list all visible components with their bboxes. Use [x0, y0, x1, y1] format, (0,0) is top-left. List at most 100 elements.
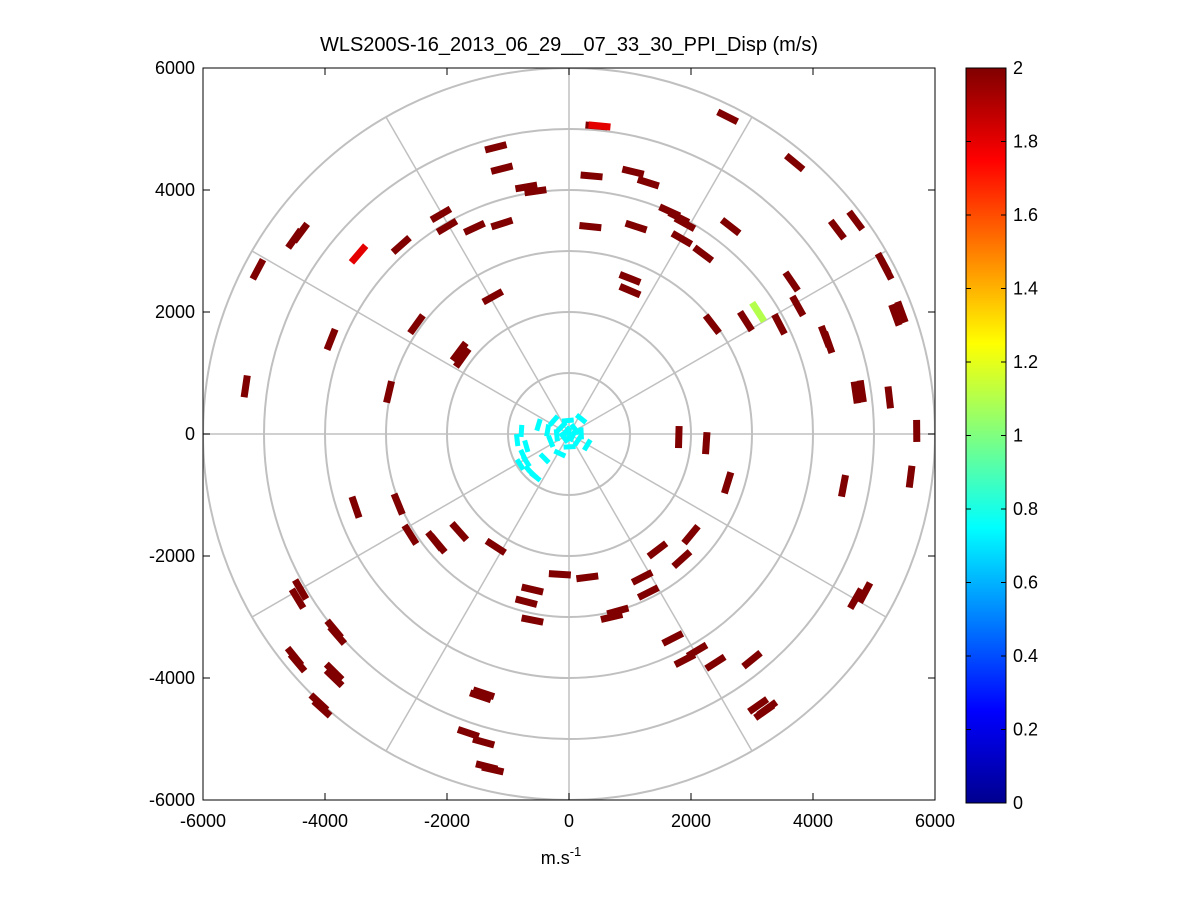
data-point: [435, 218, 459, 236]
data-point: [588, 121, 611, 131]
data-point: [621, 165, 645, 178]
data-point: [481, 288, 505, 306]
x-tick-label: -6000: [180, 811, 226, 831]
data-point: [428, 533, 448, 555]
data-point: [673, 215, 697, 232]
data-point: [520, 614, 544, 626]
data-point: [429, 205, 453, 223]
data-point: [673, 651, 697, 668]
data-point: [514, 458, 526, 471]
data-point: [548, 570, 572, 579]
data-point: [894, 300, 909, 324]
data-layer: [240, 108, 921, 776]
data-point: [449, 340, 469, 363]
y-tick-label: -6000: [149, 790, 195, 810]
data-point: [311, 698, 333, 719]
data-point: [674, 425, 683, 449]
data-point: [702, 431, 711, 455]
data-point: [580, 171, 603, 181]
data-point: [292, 578, 310, 601]
colorbar-tick-label: 0.8: [1013, 499, 1038, 519]
y-tick-label: -4000: [149, 668, 195, 688]
data-point: [490, 162, 514, 175]
data-point: [856, 379, 867, 403]
data-point: [741, 650, 763, 670]
azimuth-spoke: [251, 250, 570, 435]
x-axis-label-text: m.s: [541, 848, 570, 868]
data-point: [905, 465, 916, 489]
data-point: [547, 414, 560, 427]
data-point: [513, 433, 521, 447]
data-point: [453, 346, 472, 369]
x-axis-label-superscript: -1: [570, 844, 582, 859]
data-point: [520, 583, 544, 596]
data-point: [390, 492, 406, 516]
data-point: [561, 417, 574, 424]
data-point: [484, 141, 508, 154]
data-point: [606, 604, 630, 618]
colorbar-tick-label: 0.2: [1013, 720, 1038, 740]
data-point: [575, 572, 599, 583]
data-point: [784, 152, 806, 173]
data-point: [390, 234, 412, 255]
y-tick-label: -2000: [149, 546, 195, 566]
data-point: [327, 624, 348, 646]
data-point: [888, 303, 903, 327]
data-point: [574, 413, 588, 425]
data-point: [518, 424, 525, 438]
data-point: [522, 439, 531, 453]
data-point: [681, 523, 701, 546]
x-axis: -6000 -4000 -2000 0 2000 4000 6000: [180, 68, 955, 831]
data-point: [514, 595, 538, 608]
data-point: [240, 375, 251, 398]
data-point: [348, 495, 363, 519]
data-point: [913, 419, 921, 442]
data-point: [789, 294, 807, 318]
data-point: [818, 324, 833, 348]
data-point: [472, 735, 496, 749]
data-point: [569, 422, 581, 436]
chart-title: WLS200S-16_2013_06_29__07_33_30_PPI_Disp…: [320, 34, 818, 56]
azimuth-spoke: [568, 433, 753, 752]
azimuth-spoke: [251, 433, 570, 618]
data-point: [546, 434, 556, 448]
data-point: [529, 471, 542, 483]
data-point: [553, 429, 560, 442]
colorbar-tick-label: 0.4: [1013, 646, 1038, 666]
y-tick-label: 2000: [155, 302, 195, 322]
y-tick-label: 4000: [155, 180, 195, 200]
colorbar-tick-label: 1.4: [1013, 279, 1038, 299]
data-point: [288, 587, 307, 610]
colorbar-tick-label: 1: [1013, 426, 1023, 446]
data-point: [558, 431, 570, 444]
polar-grid: [203, 68, 935, 800]
data-point: [618, 283, 642, 299]
data-point: [756, 699, 779, 718]
data-point: [856, 581, 874, 604]
data-point: [249, 257, 267, 281]
data-point: [534, 418, 543, 432]
data-point: [520, 455, 532, 468]
data-point: [670, 230, 694, 248]
data-point: [462, 220, 486, 236]
colorbar-tick-label: 0: [1013, 793, 1023, 813]
data-point: [401, 523, 420, 546]
data-point: [287, 652, 308, 674]
data-point: [661, 630, 685, 647]
data-point: [846, 209, 866, 232]
colorbar: 2 1.8 1.6 1.4 1.2 1 0.8 0.6 0.4 0.2 0: [965, 58, 1038, 813]
data-point: [671, 549, 693, 570]
y-axis: 6000 4000 2000 0 -2000 -4000 -6000: [149, 58, 935, 810]
data-point: [636, 176, 660, 190]
x-axis-label: m.s-1: [541, 844, 582, 868]
data-point: [692, 244, 715, 264]
colorbar-tick-label: 2: [1013, 58, 1023, 78]
colorbar-tick-label: 1.8: [1013, 132, 1038, 152]
data-point: [449, 521, 470, 543]
data-point: [874, 251, 892, 275]
data-point: [383, 380, 395, 404]
x-tick-label: 4000: [793, 811, 833, 831]
data-point: [323, 327, 339, 351]
azimuth-spoke: [385, 116, 570, 435]
